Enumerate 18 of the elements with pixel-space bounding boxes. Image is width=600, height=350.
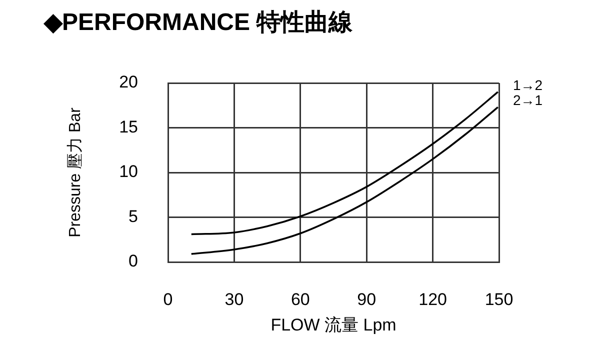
x-tick-label: 90 xyxy=(357,290,376,309)
line-series xyxy=(190,91,499,236)
x-tick-label: 0 xyxy=(163,290,173,309)
y-tick-label: 20 xyxy=(119,72,138,92)
y-axis-title: Pressure 壓力 Bar xyxy=(66,106,84,238)
series-label: 1→2 xyxy=(513,76,543,93)
x-tick-label: 30 xyxy=(224,290,244,309)
chart-title: ◆PERFORMANCE 特性曲線 xyxy=(44,8,353,38)
x-tick-label: 150 xyxy=(484,290,514,309)
y-tick-label: 10 xyxy=(119,162,138,182)
y-tick-label: 5 xyxy=(128,206,138,226)
y-tick-label: 15 xyxy=(119,117,138,136)
x-tick-label: 120 xyxy=(418,290,447,309)
line-series xyxy=(190,106,499,255)
y-tick-label: 0 xyxy=(128,252,138,271)
x-axis-title: FLOW 流量 Lpm xyxy=(270,315,396,334)
series-label: 2→1 xyxy=(513,92,543,108)
x-tick-label: 60 xyxy=(290,290,310,309)
